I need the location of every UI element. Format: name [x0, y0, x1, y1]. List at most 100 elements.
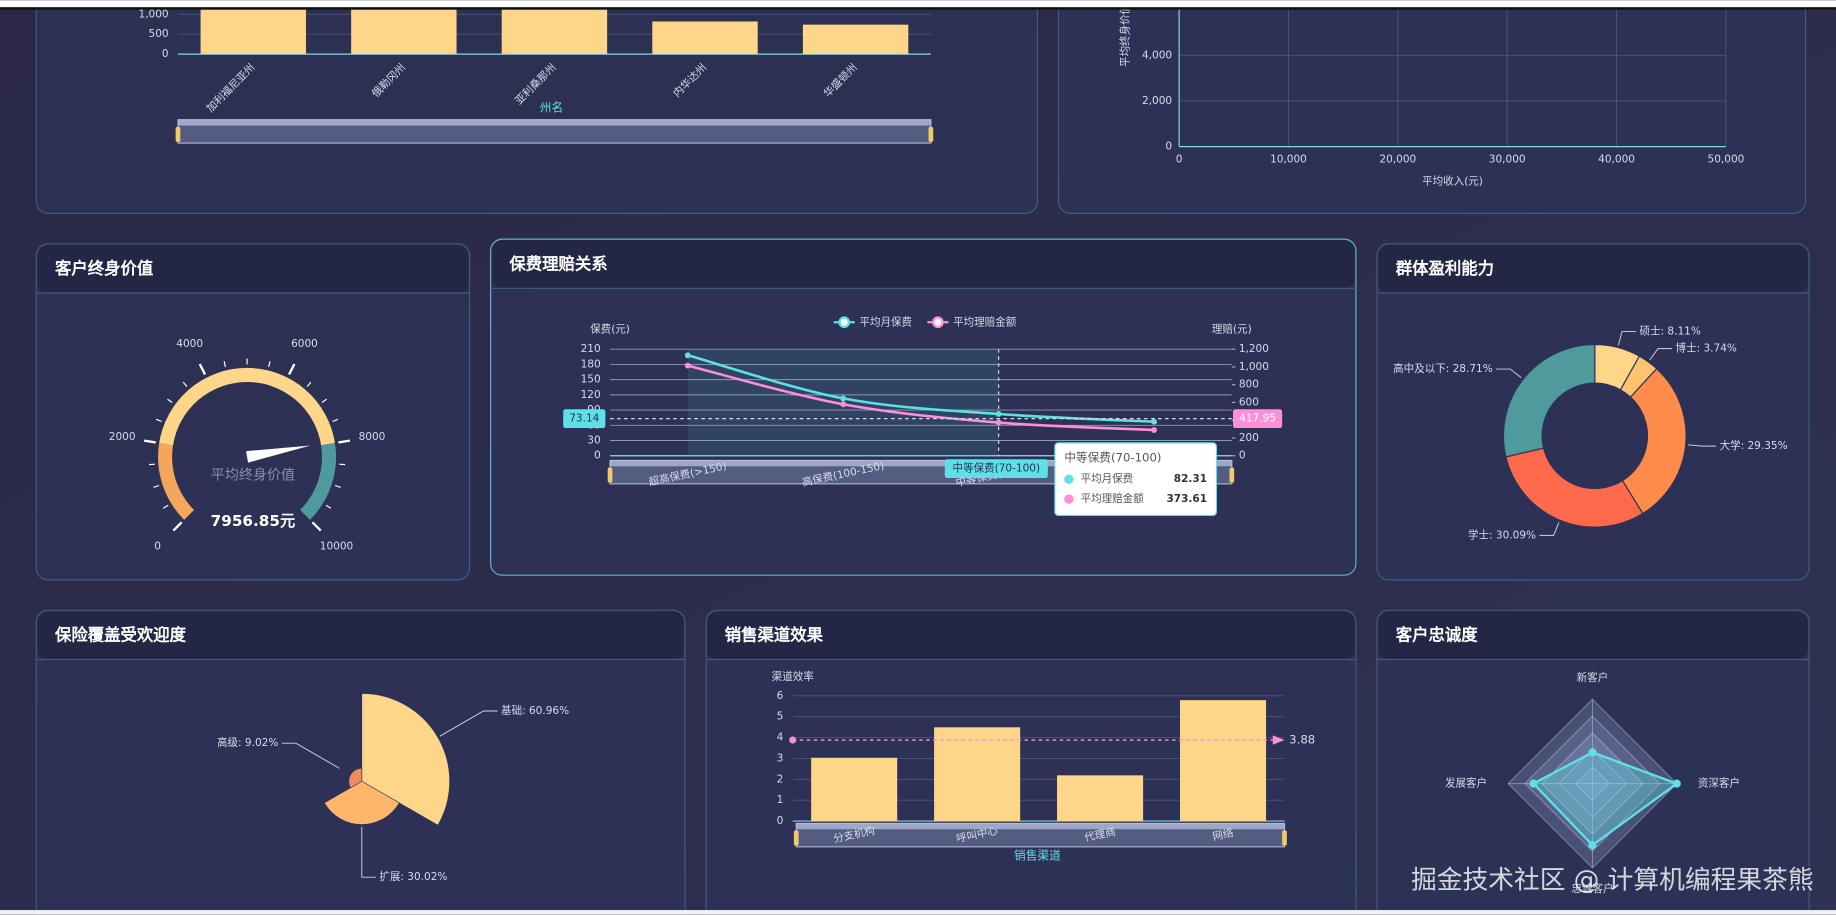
panel-header [707, 611, 1355, 660]
panel [1376, 609, 1810, 915]
gauge-minor-tick [332, 418, 339, 423]
radar-indicator: 新客户 [1577, 671, 1609, 684]
gauge-minor-tick [306, 381, 312, 387]
x-axis-name: 州名 [540, 100, 563, 114]
bar [811, 757, 898, 822]
point [1151, 427, 1158, 433]
bar [351, 9, 457, 55]
donut-slice [1505, 447, 1644, 528]
y-tick-label: 4 [777, 732, 784, 744]
gauge-tick [288, 363, 296, 376]
tooltip [1054, 442, 1218, 517]
gauge-tick [143, 439, 156, 444]
label-line [281, 742, 340, 769]
panel [35, 609, 686, 915]
donut-slice [1502, 343, 1596, 458]
zoom-handle [1282, 830, 1287, 846]
y-axis-name: 渠道效率 [772, 670, 814, 683]
x-tick-label: 30,000 [1489, 154, 1526, 166]
x-tick-label: 50,000 [1708, 154, 1745, 166]
gauge-tick [338, 439, 351, 444]
y-tick-label: 0 [162, 48, 169, 60]
gauge-pointer [246, 445, 311, 463]
gauge-minor-tick [325, 504, 332, 509]
label-line [1649, 348, 1673, 361]
y-tick-label: 6 [777, 690, 784, 702]
mark-line-label: 3.88 [1289, 733, 1315, 747]
slice-label: 基础: 60.96% [501, 704, 569, 717]
tooltip-marker [1064, 494, 1074, 504]
gauge-minor-tick [182, 381, 188, 387]
axis-pointer-box [1232, 409, 1283, 428]
point [840, 395, 847, 402]
radar-point [1672, 779, 1681, 788]
zoom-handle [175, 126, 181, 142]
y-tick-label: 0 [1165, 141, 1172, 153]
rose-sector [348, 767, 363, 789]
panel-title: 客户终身价值 [55, 259, 153, 278]
series-line [687, 364, 1155, 432]
label-line [1617, 331, 1636, 346]
watermark: 掘金技术社区 @ 计算机编程果茶熊 [1411, 865, 1814, 895]
slice-label: 扩展: 30.02% [379, 870, 447, 883]
slice-label: 硕士: 8.11% [1640, 325, 1701, 338]
gauge-minor-tick [268, 361, 271, 368]
y2-tick-label: 0 [1239, 450, 1246, 462]
slice-label: 高级: 9.02% [217, 736, 278, 749]
slice-label: 学士: 30.09% [1468, 528, 1536, 541]
tooltip-value: 82.31 [1174, 473, 1207, 485]
legend-marker [932, 316, 944, 329]
donut-slice [1621, 367, 1687, 515]
x-tick-label: 10,000 [1270, 154, 1307, 166]
bars [200, 9, 909, 55]
tooltip-name: 平均理赔金额 [1081, 492, 1145, 505]
axis-pointer-box [944, 459, 1048, 478]
gauge-name: 平均终身价值 [211, 468, 295, 484]
point [1151, 418, 1158, 425]
bar [802, 24, 909, 55]
point [684, 362, 691, 369]
slice-label: 大学: 29.35% [1720, 439, 1788, 452]
zoom-handle [928, 126, 934, 142]
panel-header [491, 240, 1355, 289]
gauge-minor-tick [334, 484, 341, 488]
x-tick-label: 网络 [1211, 826, 1235, 843]
panel [1376, 243, 1810, 581]
zoom-slider-bar [177, 119, 931, 126]
radar-indicator: 资深客户 [1698, 777, 1740, 790]
panel-title: 客户忠诚度 [1396, 626, 1479, 645]
label-line [361, 826, 376, 878]
panel [705, 609, 1357, 915]
bar [1057, 775, 1144, 822]
rose-sector [323, 780, 400, 825]
mark-line-arrow [1272, 735, 1285, 745]
point [995, 411, 1002, 417]
y2-tick-label: 1,000 [1239, 361, 1269, 373]
y-tick-label: 0 [594, 450, 601, 462]
legend-marker [838, 316, 851, 329]
radar-indicator: 忠诚客户 [1571, 882, 1613, 895]
panel-title: 保险覆盖受欢迎度 [54, 626, 187, 645]
gauge-minor-tick [167, 398, 173, 404]
y-tick-label: 150 [581, 374, 601, 386]
y-tick-label: 30 [587, 435, 600, 447]
gauge-tick [311, 521, 322, 532]
y-tick-label: 210 [581, 343, 601, 355]
y2-axis-name: 理赔(元) [1212, 322, 1252, 335]
y-tick-label: 500 [149, 28, 169, 40]
y-tick-label: 3 [777, 752, 784, 764]
panel [1057, 0, 1807, 214]
zoom-handle [1229, 467, 1235, 483]
x-tick-label: 0 [1176, 154, 1183, 166]
gauge-band [299, 442, 337, 520]
panel-header [37, 611, 684, 660]
label-line [439, 710, 498, 737]
radar-point [1588, 748, 1597, 757]
gauge-minor-tick [321, 398, 327, 404]
tooltip-value: 373.61 [1166, 493, 1207, 505]
point [840, 401, 847, 408]
gauge-minor-tick [223, 361, 227, 368]
x-axis-name: 销售渠道 [1014, 849, 1061, 863]
gauge-tick-label: 2000 [109, 431, 136, 443]
panel-header [37, 244, 469, 293]
